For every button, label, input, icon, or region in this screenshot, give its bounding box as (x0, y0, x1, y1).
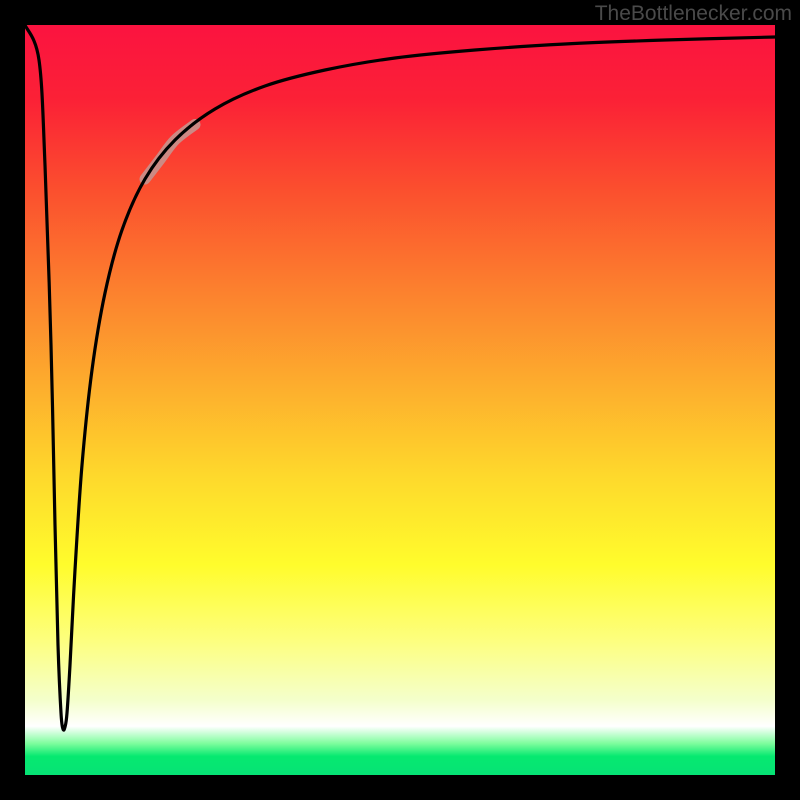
gradient-background (25, 25, 775, 775)
plot-area (25, 25, 775, 775)
watermark-text: TheBottlenecker.com (595, 2, 792, 26)
chart-svg (25, 25, 775, 775)
